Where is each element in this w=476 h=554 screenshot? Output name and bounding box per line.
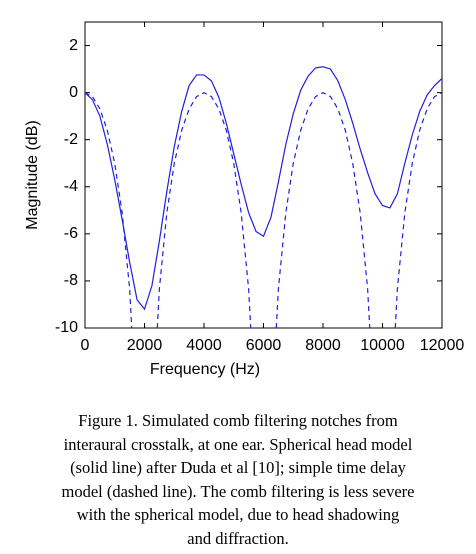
x-tick-label: 4000 [186,337,222,354]
caption-line: (solid line) after Duda et al [10]; simp… [70,458,406,477]
caption-line: Figure 1. Simulated comb filtering notch… [78,411,398,430]
y-axis-label: Magnitude (dB) [24,120,41,229]
y-tick-label: -2 [64,131,78,148]
data-line [85,91,442,328]
y-tick-label: -6 [64,225,78,242]
y-tick-label: 0 [69,84,78,101]
y-tick-label: -4 [64,178,78,195]
x-tick-label: 12000 [420,337,465,354]
y-tick-label: 2 [69,37,78,54]
data-line [85,66,442,311]
x-tick-label: 8000 [305,337,341,354]
y-tick-label: -10 [55,319,78,336]
caption-line: interaural crosstalk, at one ear. Spheri… [63,434,413,454]
x-tick-label: 10000 [360,337,405,354]
y-tick-label: -8 [64,272,78,289]
caption-line: model (dashed line). The comb filtering … [61,481,415,501]
caption-line: with the spherical model, due to head sh… [76,505,400,524]
chart: Frequency (Hz) Magnitude (dB) 0 2000 4000 6… [24,21,465,378]
x-tick-label: 6000 [246,337,282,354]
caption: Figure 1. Simulated comb filtering notch… [0,409,476,550]
plot-area [85,66,442,328]
plot-frame [84,21,443,329]
x-tick-label: 2000 [127,337,163,354]
caption-line: and diffraction. [187,528,289,548]
x-tick-label: 0 [81,337,90,354]
x-axis-label: Frequency (Hz) [150,361,260,378]
